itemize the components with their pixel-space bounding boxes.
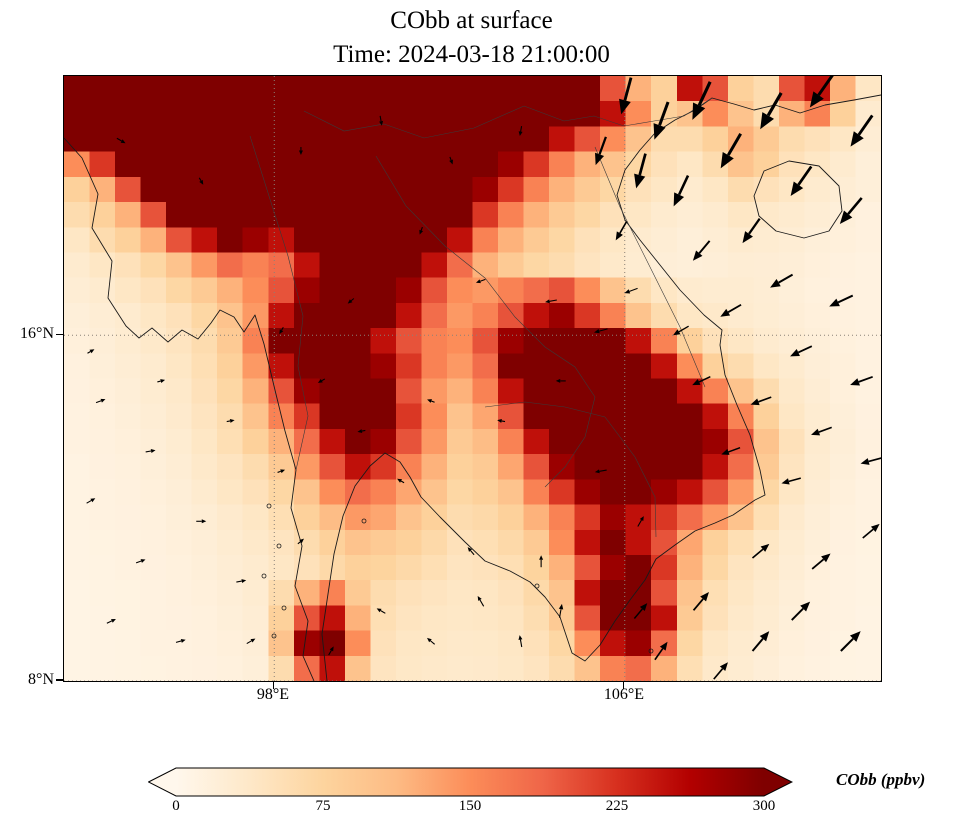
y-tick-label-16n: 16°N: [20, 325, 54, 342]
colorbar-tick-label: 0: [172, 798, 180, 814]
axis-tick-mark: [272, 681, 274, 689]
axis-tick-mark: [55, 333, 63, 335]
colorbar-tick-label: 300: [752, 798, 776, 814]
x-tick-label-106e: 106°E: [603, 686, 645, 703]
y-tick-label-8n: 8°N: [28, 671, 54, 688]
colorbar-tick-label: 75: [315, 798, 331, 814]
borders-group: [249, 97, 713, 538]
colorbar-bar: [148, 767, 793, 797]
colorbar-tick-label: 225: [605, 798, 629, 814]
gridlines-group: [64, 76, 881, 681]
map-overlay-svg: [64, 76, 881, 681]
quiver-group: [86, 76, 881, 680]
coastlines-group: [64, 94, 881, 681]
x-tick-label-98e: 98°E: [256, 686, 290, 703]
chart-title: CObb at surface: [390, 7, 553, 34]
heatmap-canvas: [64, 76, 881, 681]
colorbar-tick-label: 150: [458, 798, 482, 814]
colorbar: 0 75 150 225 300: [148, 767, 793, 827]
chart-subtitle: Time: 2024-03-18 21:00:00: [333, 41, 610, 68]
colorbar-label: CObb (ppbv): [836, 770, 926, 789]
map-axes: [63, 75, 882, 682]
islands-group: [261, 503, 654, 654]
axis-tick-mark: [623, 681, 625, 689]
axis-tick-mark: [55, 679, 63, 681]
colorbar-svg: [148, 767, 793, 797]
